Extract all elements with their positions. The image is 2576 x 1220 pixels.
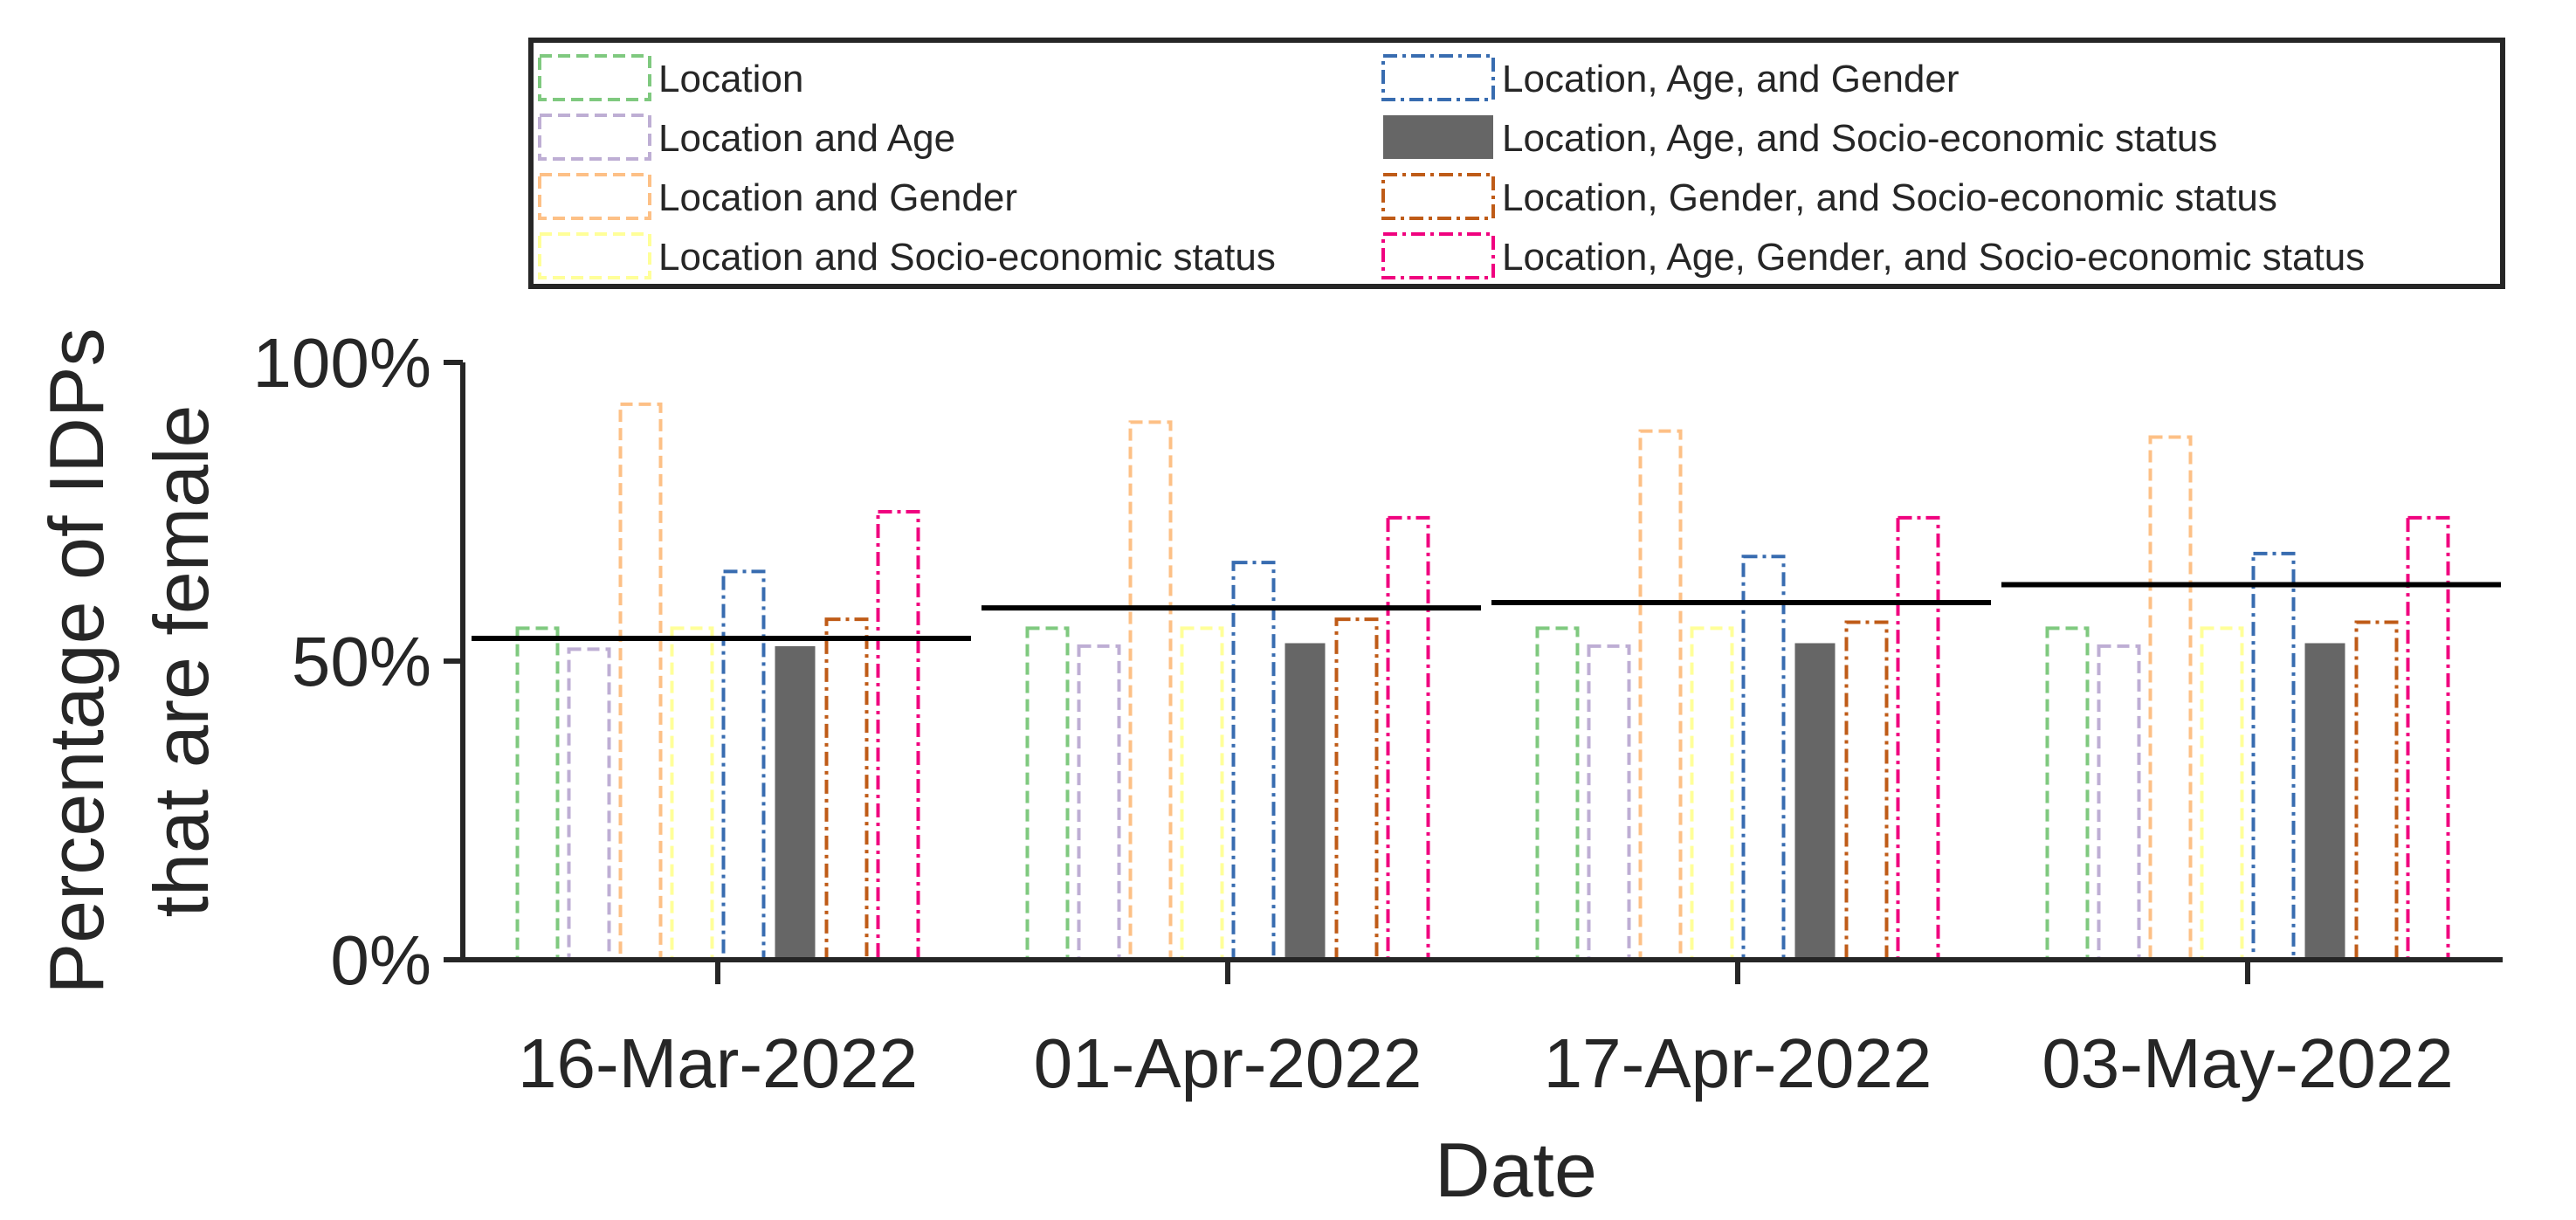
bar [1077,644,1121,962]
x-tick-label: 03-May-2022 [2042,1024,2453,1102]
bar [1025,626,1070,962]
bar [2200,626,2244,962]
y-tick-label: 0% [330,921,431,999]
y-axis-label-line-2: that are female [138,405,224,918]
legend-swatch [1383,115,1493,159]
bar [1334,617,1379,962]
legend-swatch [1381,173,1495,220]
bar [2045,626,2090,962]
legend-swatch [1381,232,1495,279]
legend-label: Location, Gender, and Socio-economic sta… [1502,176,2277,219]
bar [1896,515,1940,962]
bar [1535,626,1580,962]
bar [1231,561,1276,962]
bar [567,647,611,962]
bar [2097,644,2141,962]
bar [618,402,663,962]
y-ticks: 0% 50% 100% [252,324,463,999]
y-axis-label: Percentage of IDPs that are female [33,327,224,994]
legend-label: Location, Age, and Gender [1502,58,1960,100]
x-tick-label: 01-Apr-2022 [1034,1024,1422,1102]
legend-label: Location and Gender [658,176,1017,219]
bar [1741,555,1786,962]
legend-label: Location and Age [658,117,955,160]
x-axis-label: Date [1435,1127,1597,1213]
legend-swatch [538,54,651,101]
bar [876,510,920,962]
bar [1638,429,1683,962]
reference-lines [472,582,2501,642]
legend-swatch [538,114,651,161]
bar [2148,435,2193,962]
bar [2251,551,2296,962]
x-tick-label: 16-Mar-2022 [518,1024,918,1102]
bar [1180,626,1224,962]
bar [2304,643,2345,960]
bar [1587,644,1631,962]
legend-swatch [538,232,651,279]
x-ticks: 16-Mar-2022 01-Apr-2022 17-Apr-2022 03-May-… [518,960,2454,1102]
bar [721,569,766,962]
y-tick-label: 50% [292,623,431,700]
axes [460,362,2503,962]
legend-swatch [538,173,651,220]
bar [670,626,714,962]
legend-label: Location [658,58,803,100]
legend-label: Location, Age, Gender, and Socio-economi… [1502,236,2365,279]
legend-label: Location, Age, and Socio-economic status [1502,117,2217,160]
bar [824,617,869,962]
bar [1128,420,1173,962]
y-tick-label: 100% [252,324,431,402]
bars [515,402,2450,962]
bar [1690,626,1734,962]
bar [2406,515,2450,962]
bar [515,626,560,962]
bar [2354,620,2399,962]
y-axis-label-line-1: Percentage of IDPs [33,327,120,994]
bar [1844,620,1889,962]
legend-swatch [1381,54,1495,101]
bar [1285,643,1326,960]
legend-frame [528,38,2505,289]
bar [1386,515,1430,962]
x-tick-label: 17-Apr-2022 [1544,1024,1932,1102]
legend: Location Location and Age Location and Gen… [528,38,2505,289]
legend-label: Location and Socio-economic status [658,236,1276,279]
bar [1794,643,1836,960]
bar [775,645,816,960]
